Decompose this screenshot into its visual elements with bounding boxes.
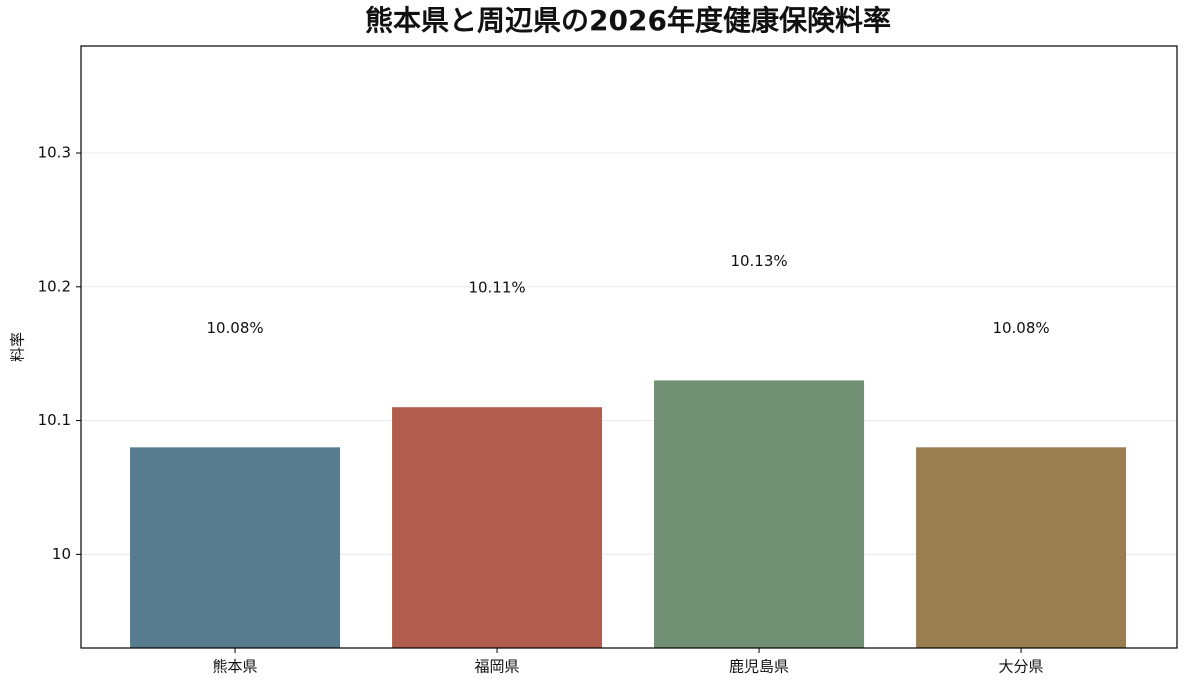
- x-tick-label: 大分県: [999, 658, 1044, 676]
- value-label: 10.08%: [992, 319, 1049, 337]
- y-tick-label: 10: [52, 545, 71, 563]
- value-label: 10.13%: [730, 252, 787, 270]
- y-tick-label: 10.3: [38, 144, 71, 162]
- y-tick-label: 10.1: [38, 411, 71, 429]
- value-label: 10.08%: [206, 319, 263, 337]
- bar: [130, 447, 341, 648]
- value-label: 10.11%: [468, 279, 525, 297]
- x-tick-label: 鹿児島県: [729, 658, 789, 676]
- y-tick-label: 10.2: [38, 277, 71, 295]
- bar: [392, 407, 603, 648]
- plot-frame: [80, 45, 1178, 649]
- x-tick-label: 熊本県: [213, 658, 258, 676]
- y-axis-label: 料率: [9, 332, 27, 362]
- chart-title: 熊本県と周辺県の2026年度健康保険料率: [365, 4, 891, 37]
- bar: [916, 447, 1127, 648]
- bar: [654, 380, 865, 648]
- x-tick-label: 福岡県: [475, 658, 520, 676]
